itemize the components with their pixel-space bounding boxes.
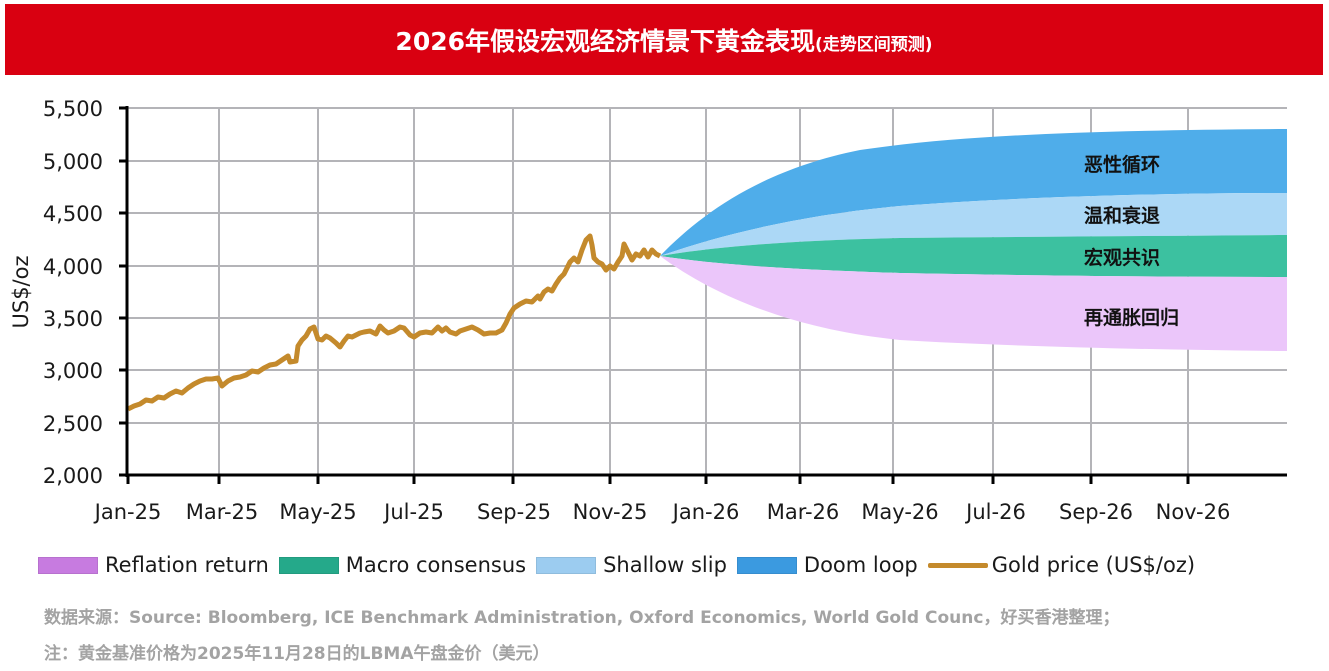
band-shallow-slip [660,193,1287,256]
source-note: 数据来源：Source: Bloomberg, ICE Benchmark Ad… [44,608,1120,628]
legend-swatch [38,556,98,574]
legend-swatch [736,556,797,574]
chart-legend: Reflation return Macro consensus Shallow… [38,553,1205,577]
xtick-label: Jan-25 [93,500,162,524]
xtick-label: Mar-26 [767,500,840,524]
xtick-label: Jul-25 [382,500,444,524]
gold-price-line [126,233,662,412]
chart-subtitle: (走势区间预测) [815,34,933,55]
xtick-label: Jan-26 [671,500,740,524]
title-banner: 2026年假设宏观经济情景下黄金表现(走势区间预测) [5,4,1323,75]
ytick-label: 3,500 [43,307,103,331]
legend-swatch [536,556,597,574]
scenario-bands [660,129,1287,351]
legend-label: Shallow slip [603,553,727,577]
band-annotations: 恶性循环 温和衰退 宏观共识 再通胀回归 [1084,153,1179,329]
xtick-label: Jul-26 [964,500,1026,524]
legend-item-doom-loop: Doom loop [736,553,918,577]
xtick-label: Nov-25 [573,500,648,524]
band-label-macro-consensus: 宏观共识 [1084,246,1160,269]
xtick-label: Nov-26 [1156,500,1231,524]
band-reflation-return [660,256,1287,351]
ytick-label: 3,000 [43,359,103,383]
legend-label: Reflation return [105,553,269,577]
legend-line-swatch [927,562,988,568]
legend-label: Macro consensus [345,553,527,577]
band-label-shallow-slip: 温和衰退 [1084,204,1160,227]
ytick-label: 2,000 [43,464,103,488]
legend-label: Doom loop [803,553,918,577]
xtick-label: May-25 [279,500,356,524]
x-axis-ticks [126,475,1190,484]
xtick-label: Sep-26 [1059,500,1133,524]
legend-label: Gold price (US$/oz) [991,553,1196,577]
footnote: 注：黄金基准价格为2025年11月28日的LBMA午盘金价（美元） [44,644,550,664]
y-axis-title: US$/oz [9,255,33,328]
band-macro-consensus [660,235,1287,277]
ytick-label: 4,000 [43,255,103,279]
xtick-label: May-26 [861,500,938,524]
legend-item-macro-consensus: Macro consensus [278,553,527,577]
legend-item-gold-price: Gold price (US$/oz) [927,553,1196,577]
xtick-label: Sep-25 [477,500,551,524]
y-axis-ticks [119,106,127,477]
x-axis-labels: Jan-25 Mar-25 May-25 Jul-25 Sep-25 Nov-2… [93,500,1231,524]
band-doom-loop [660,129,1287,256]
legend-item-shallow-slip: Shallow slip [536,553,727,577]
chart-title: 2026年假设宏观经济情景下黄金表现(走势区间预测) [395,26,933,56]
ytick-label: 5,000 [43,150,103,174]
ytick-label: 4,500 [43,202,103,226]
band-label-reflation-return: 再通胀回归 [1084,306,1179,329]
legend-swatch [278,556,339,574]
xtick-label: Mar-25 [186,500,259,524]
ytick-label: 2,500 [43,412,103,436]
ytick-label: 5,500 [43,97,103,121]
y-axis-labels: 5,500 5,000 4,500 4,000 3,500 3,000 2,50… [43,97,103,488]
band-label-doom-loop: 恶性循环 [1084,153,1160,176]
legend-item-reflation-return: Reflation return [38,553,269,577]
